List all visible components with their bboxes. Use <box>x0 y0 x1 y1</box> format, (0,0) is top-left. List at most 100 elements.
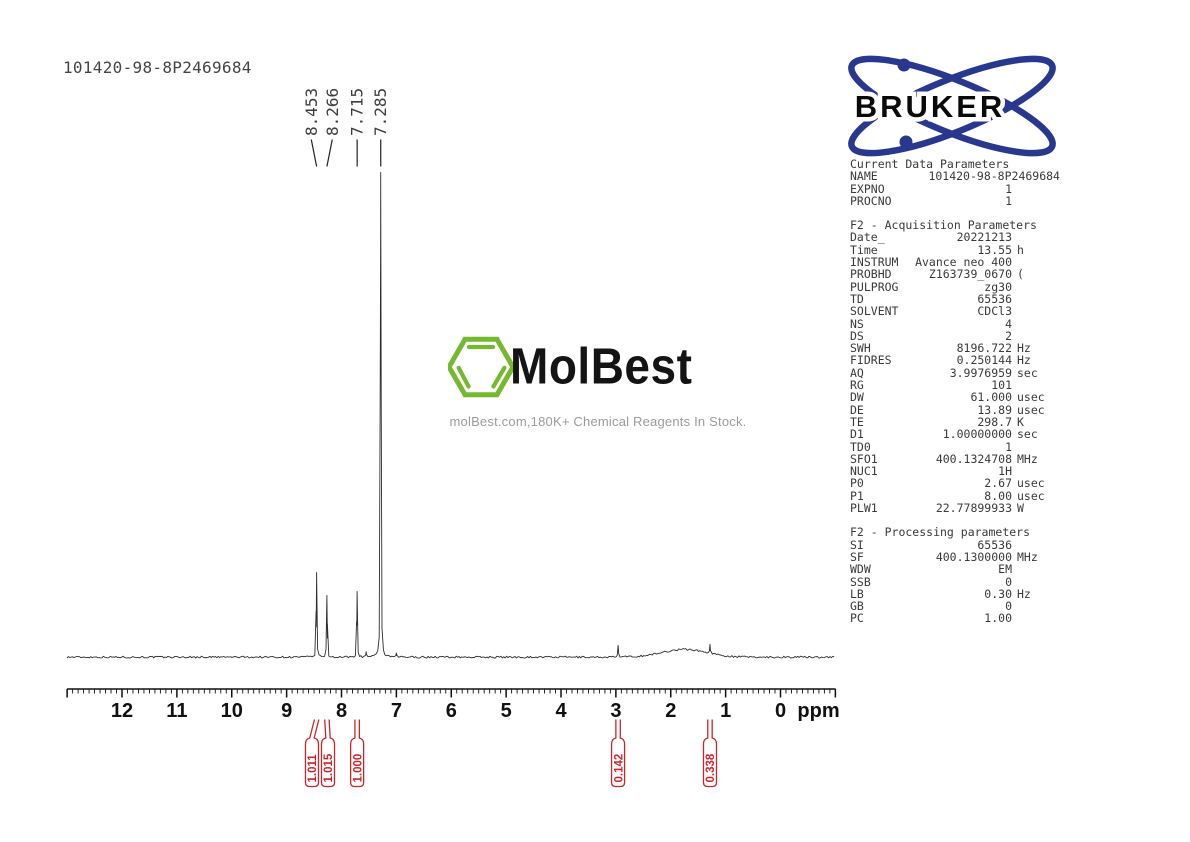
axis-tick-label: 1 <box>720 700 731 722</box>
param-key: INSTRUM <box>850 255 899 270</box>
param-section: Current Data Parameters NAME 101420-98-8P2… <box>850 158 1060 207</box>
param-value: 0 <box>1005 599 1012 614</box>
sample-title: 101420-98-8P2469684 <box>63 58 252 77</box>
param-row: PULPROG zg30 <box>850 279 1060 294</box>
param-value: 1 <box>1005 439 1012 454</box>
param-key: GB <box>850 599 864 614</box>
param-value: 1 <box>1005 181 1012 196</box>
param-value: 1H <box>998 464 1012 479</box>
param-row: DW 61.000 usec <box>850 390 1060 405</box>
param-value: 101420-98-8P2469684 <box>928 169 1060 184</box>
param-row: FIDRES 0.250144 Hz <box>850 353 1060 368</box>
axis-tick-label: 8 <box>336 700 347 722</box>
param-key: PC <box>850 611 864 626</box>
param-value: Z163739_0670 <box>928 267 1012 282</box>
param-value: 2.67 <box>984 476 1012 491</box>
param-value: 65536 <box>977 291 1012 306</box>
param-row: SOLVENT CDCl3 <box>850 304 1060 319</box>
param-unit: usec <box>1017 402 1045 417</box>
axis-tick-label: 0 <box>775 700 786 722</box>
axis-tick-label: 2 <box>665 700 676 722</box>
param-key: SWH <box>850 341 871 356</box>
param-row: TE 298.7 K <box>850 414 1060 429</box>
molbest-watermark: MolBest molBest.com,180K+ Chemical Reage… <box>448 330 748 438</box>
param-key: SSB <box>850 574 871 589</box>
integral-bracket <box>610 719 626 788</box>
axis-tick-label: 12 <box>111 700 133 722</box>
param-key: WDW <box>850 562 871 577</box>
param-unit: Hz <box>1017 353 1031 368</box>
param-key: SI <box>850 537 864 552</box>
param-row: SI 65536 <box>850 537 1060 552</box>
param-value: 4 <box>1005 316 1012 331</box>
param-value: 400.1324708 <box>935 451 1012 466</box>
param-row: TD0 1 <box>850 439 1060 454</box>
param-row: Time 13.55 h <box>850 242 1060 257</box>
bruker-logo: BRUKER <box>838 48 1066 168</box>
param-unit: sec <box>1017 365 1038 380</box>
param-value: 22.77899933 <box>935 501 1012 516</box>
param-key: PULPROG <box>850 279 899 294</box>
param-key: FIDRES <box>850 353 892 368</box>
peak-ppm-label: 7.715 <box>348 88 367 136</box>
param-key: D1 <box>850 427 864 442</box>
param-section-header: F2 - Processing parameters <box>850 525 1031 540</box>
param-value: 0 <box>1005 574 1012 589</box>
integral-value: 0.142 <box>613 754 625 783</box>
peak-ppm-label: 8.453 <box>302 88 321 136</box>
bruker-atom-icon: BRUKER <box>848 55 1056 157</box>
molbest-tagline: molBest.com,180K+ Chemical Reagents In S… <box>449 414 747 429</box>
param-row: SSB 0 <box>850 574 1060 589</box>
param-value: 298.7 <box>977 414 1012 429</box>
param-key: P0 <box>850 476 864 491</box>
param-key: DS <box>850 328 864 343</box>
integral-bracket <box>702 719 718 788</box>
param-row: NUC1 1H <box>850 464 1060 479</box>
param-row: DS 2 <box>850 328 1060 343</box>
param-key: PLW1 <box>850 501 878 516</box>
axis-tick-label: 9 <box>281 700 292 722</box>
param-section-header: Current Data Parameters <box>850 157 1010 171</box>
param-row: P1 8.00 usec <box>850 488 1060 503</box>
param-value: 2 <box>1005 328 1012 343</box>
param-unit: Hz <box>1017 341 1031 356</box>
axis-tick-label: 4 <box>555 700 567 722</box>
param-section-header: F2 - Acquisition Parameters <box>850 218 1037 233</box>
param-key: Time <box>850 242 878 257</box>
integral-value: 1.011 <box>307 754 319 783</box>
param-key: TD <box>850 291 864 306</box>
param-key: NAME <box>850 169 878 184</box>
param-value: 0.250144 <box>956 353 1012 368</box>
param-key: P1 <box>850 488 864 503</box>
param-value: Avance neo 400 <box>915 255 1012 270</box>
param-row: PROBHD Z163739_0670 ( <box>850 267 1060 282</box>
param-key: AQ <box>850 365 864 380</box>
param-value: 8.00 <box>984 488 1012 503</box>
param-value: 3.9976959 <box>949 365 1012 380</box>
axis-tick-label: 7 <box>391 700 402 722</box>
param-row: SF 400.1300000 MHz <box>850 551 1060 564</box>
param-key: TE <box>850 414 864 429</box>
integral-value: 1.000 <box>352 754 364 783</box>
peak-ppm-label: 8.266 <box>323 88 342 136</box>
param-row: GB 0 <box>850 599 1060 614</box>
param-unit: Hz <box>1017 586 1031 601</box>
param-value: 8196.722 <box>956 341 1012 356</box>
param-value: 1.00000000 <box>942 427 1012 442</box>
param-row: PC 1.00 <box>850 611 1060 626</box>
integral-value: 0.338 <box>705 753 717 782</box>
param-row: INSTRUM Avance neo 400 <box>850 255 1060 270</box>
param-unit: K <box>1017 414 1024 429</box>
param-value: 61.000 <box>970 390 1012 405</box>
param-value: CDCl3 <box>977 304 1012 319</box>
axis-tick-label: 5 <box>501 700 512 722</box>
param-row: P0 2.67 usec <box>850 476 1060 491</box>
peak-ppm-label: 7.285 <box>371 88 390 136</box>
param-value: 20221213 <box>956 230 1012 245</box>
param-key: DW <box>850 390 864 405</box>
param-value: 0.30 <box>984 586 1012 601</box>
param-key: Date_ <box>850 230 885 245</box>
param-key: SFO1 <box>850 451 878 466</box>
